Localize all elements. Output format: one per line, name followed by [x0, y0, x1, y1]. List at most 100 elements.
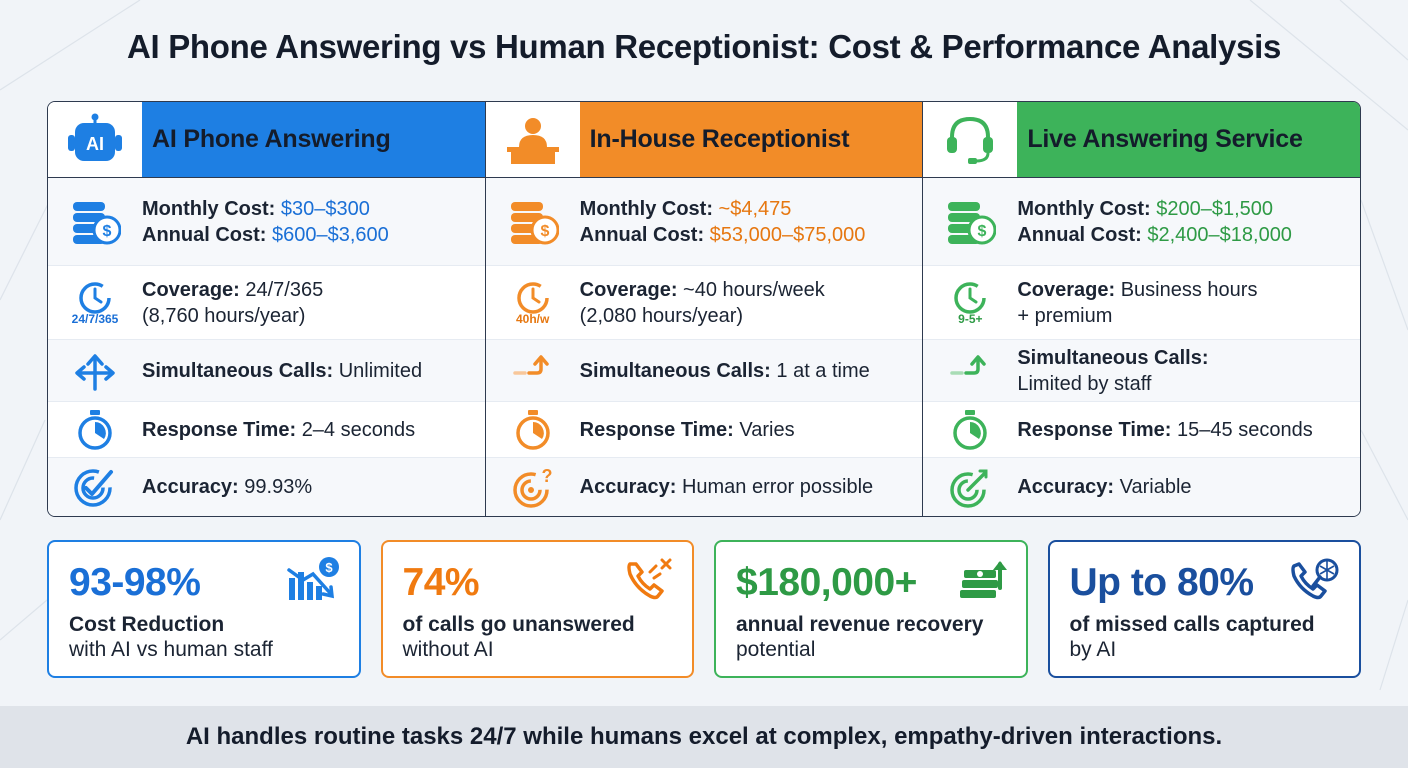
row-coverage: 24/7/365 Coverage: 24/7/365 (8,760 hours…: [48, 266, 485, 340]
column-title: AI Phone Answering: [142, 102, 485, 177]
coins-dollar-icon: $: [48, 198, 142, 246]
coverage-value: Business hours: [1120, 278, 1258, 301]
monthly-cost-value: $30–$300: [280, 197, 370, 220]
annual-cost-label: Annual Cost:: [142, 223, 267, 246]
row-simultaneous-calls: Simultaneous Calls: Unlimited: [48, 340, 485, 402]
annual-cost-value: $600–$3,600: [272, 223, 389, 246]
svg-text:?: ?: [541, 466, 552, 486]
split-arrows-icon: [48, 351, 142, 391]
calls-value: Limited by staff: [1017, 372, 1152, 395]
stat-card-revenue-recovery: $180,000+ annual revenue recovery potent…: [714, 540, 1028, 678]
monthly-cost-label: Monthly Cost:: [579, 197, 713, 220]
column-header: Live Answering Service: [923, 102, 1360, 178]
annual-cost-label: Annual Cost:: [1017, 223, 1142, 246]
missed-call-icon: [624, 556, 674, 607]
coverage-value: 24/7/365: [245, 278, 324, 301]
svg-text:AI: AI: [86, 134, 104, 154]
annual-cost-value: $2,400–$18,000: [1147, 223, 1292, 246]
response-value: 15–45 seconds: [1177, 418, 1313, 441]
column-title: Live Answering Service: [1017, 102, 1360, 177]
stat-label: annual revenue recovery: [736, 613, 984, 636]
clock-icon: 40h/w: [486, 280, 580, 326]
stat-value: 74%: [402, 561, 480, 604]
svg-text:$: $: [103, 223, 112, 240]
response-label: Response Time:: [142, 418, 297, 441]
response-label: Response Time:: [1017, 418, 1172, 441]
coverage-label: Coverage:: [579, 278, 678, 301]
coverage-badge: 24/7/365: [71, 311, 119, 326]
stat-card-captured-calls: Up to 80% of missed calls captured by AI: [1047, 540, 1361, 678]
monthly-cost-value: $200–$1,500: [1156, 197, 1274, 220]
coins-dollar-icon: $: [486, 198, 580, 246]
clock-icon: 9-5+: [923, 280, 1017, 326]
row-accuracy: Accuracy: 99.93%: [48, 458, 485, 516]
page-title: AI Phone Answering vs Human Receptionist…: [126, 28, 1282, 65]
response-value: Varies: [739, 418, 795, 441]
response-label: Response Time:: [579, 418, 734, 441]
call-net-icon: [1289, 556, 1341, 607]
monthly-cost-label: Monthly Cost:: [142, 197, 276, 220]
coins-dollar-icon: $: [923, 198, 1017, 246]
column-header: AI AI Phone Answering: [48, 102, 485, 178]
money-up-icon: [958, 556, 1008, 607]
row-coverage: 40h/w Coverage: ~40 hours/week (2,080 ho…: [485, 266, 923, 340]
calls-label: Simultaneous Calls:: [579, 359, 771, 382]
row-simultaneous-calls: Simultaneous Calls: Limited by staff: [923, 340, 1360, 402]
column-in-house-receptionist: In-House Receptionist $ Monthly Cost: ~$…: [485, 102, 924, 516]
stopwatch-icon: [923, 409, 1017, 451]
svg-text:$: $: [978, 223, 987, 240]
accuracy-value: Variable: [1119, 476, 1192, 498]
calls-label: Simultaneous Calls:: [1017, 346, 1209, 369]
receptionist-desk-icon: [485, 102, 580, 177]
calls-value: 1 at a time: [776, 359, 870, 382]
comparison-table: AI AI Phone Answering $ Monthly Cost: $3…: [47, 101, 1361, 517]
svg-text:$: $: [325, 560, 333, 575]
row-cost: $ Monthly Cost: $30–$300 Annual Cost: $6…: [48, 178, 485, 266]
coverage-value: ~40 hours/week: [683, 278, 825, 301]
stat-sublabel: without AI: [402, 638, 494, 661]
stat-label: of calls go unanswered: [402, 613, 635, 636]
coverage-label: Coverage:: [1017, 278, 1116, 301]
headset-icon: [923, 102, 1018, 177]
stat-label: Cost Reduction: [69, 613, 225, 636]
accuracy-label: Accuracy:: [1017, 476, 1115, 498]
accuracy-label: Accuracy:: [142, 476, 239, 498]
monthly-cost-value: ~$4,475: [718, 197, 792, 220]
svg-text:$: $: [540, 223, 549, 240]
coverage-label: Coverage:: [142, 278, 240, 301]
row-simultaneous-calls: Simultaneous Calls: 1 at a time: [485, 340, 923, 402]
calls-value: Unlimited: [338, 359, 423, 382]
column-header: In-House Receptionist: [485, 102, 923, 178]
stat-card-cost-reduction: 93-98% Cost Reduction with AI vs human s…: [47, 540, 361, 678]
stat-value: $180,000+: [736, 561, 917, 604]
stopwatch-icon: [486, 409, 580, 451]
stat-sublabel: with AI vs human staff: [69, 638, 273, 661]
coverage-badge: 9-5+: [958, 311, 983, 326]
stat-label: of missed calls captured: [1069, 613, 1315, 636]
row-response-time: Response Time: Varies: [485, 402, 923, 458]
stat-value: Up to 80%: [1069, 561, 1255, 604]
stat-card-unanswered-calls: 74% of calls go unanswered without AI: [380, 540, 694, 678]
row-cost: $ Monthly Cost: ~$4,475 Annual Cost: $53…: [485, 178, 923, 266]
column-live-answering-service: Live Answering Service $ Monthly Cost: $…: [923, 102, 1360, 516]
target-arrow-icon: [923, 466, 1017, 508]
row-response-time: Response Time: 2–4 seconds: [48, 402, 485, 458]
response-value: 2–4 seconds: [301, 418, 416, 441]
target-check-icon: [48, 466, 142, 508]
annual-cost-value: $53,000–$75,000: [709, 223, 866, 246]
row-coverage: 9-5+ Coverage: Business hours + premium: [923, 266, 1360, 340]
annual-cost-label: Annual Cost:: [579, 223, 705, 246]
stat-value: 93-98%: [69, 561, 201, 604]
clock-icon: 24/7/365: [48, 280, 142, 326]
stats-row: 93-98% Cost Reduction with AI vs human s…: [47, 540, 1361, 678]
monthly-cost-label: Monthly Cost:: [1017, 197, 1151, 220]
stat-sublabel: potential: [736, 638, 816, 661]
coverage-detail: (2,080 hours/year): [579, 304, 744, 327]
accuracy-label: Accuracy:: [579, 476, 677, 498]
footer-caption: AI handles routine tasks 24/7 while huma…: [0, 706, 1408, 768]
stopwatch-icon: [48, 409, 142, 451]
accuracy-value: 99.93%: [244, 476, 313, 498]
coverage-detail: (8,760 hours/year): [142, 304, 306, 327]
coverage-badge: 40h/w: [515, 311, 550, 326]
